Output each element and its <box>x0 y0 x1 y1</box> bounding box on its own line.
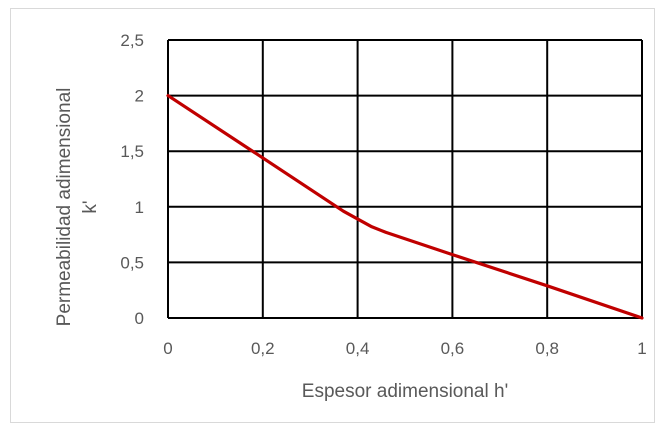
y-axis-title-line1: Permeabilidad adimensional <box>54 88 75 327</box>
x-tick-label: 0,2 <box>251 339 275 358</box>
x-tick-label: 0,4 <box>346 339 370 358</box>
y-tick-label: 2,5 <box>120 31 144 50</box>
x-tick-label: 0,6 <box>441 339 465 358</box>
y-tick-label: 0 <box>135 309 144 328</box>
y-tick-label: 1,5 <box>120 142 144 161</box>
y-tick-label: 0,5 <box>120 253 144 272</box>
y-tick-labels: 0 0,5 1 1,5 2 2,5 <box>120 31 144 328</box>
x-tick-label: 0 <box>163 339 172 358</box>
x-tick-labels: 0 0,2 0,4 0,6 0,8 1 <box>163 339 646 358</box>
x-tick-label: 1 <box>637 339 646 358</box>
x-tick-label: 0,8 <box>535 339 559 358</box>
y-axis-title-line2: k' <box>80 200 101 213</box>
series-group <box>166 93 644 320</box>
grid-lines <box>167 39 643 319</box>
series-line <box>166 93 644 320</box>
y-tick-label: 1 <box>135 198 144 217</box>
y-tick-label: 2 <box>135 87 144 106</box>
x-axis-title: Espesor adimensional h' <box>302 381 508 402</box>
